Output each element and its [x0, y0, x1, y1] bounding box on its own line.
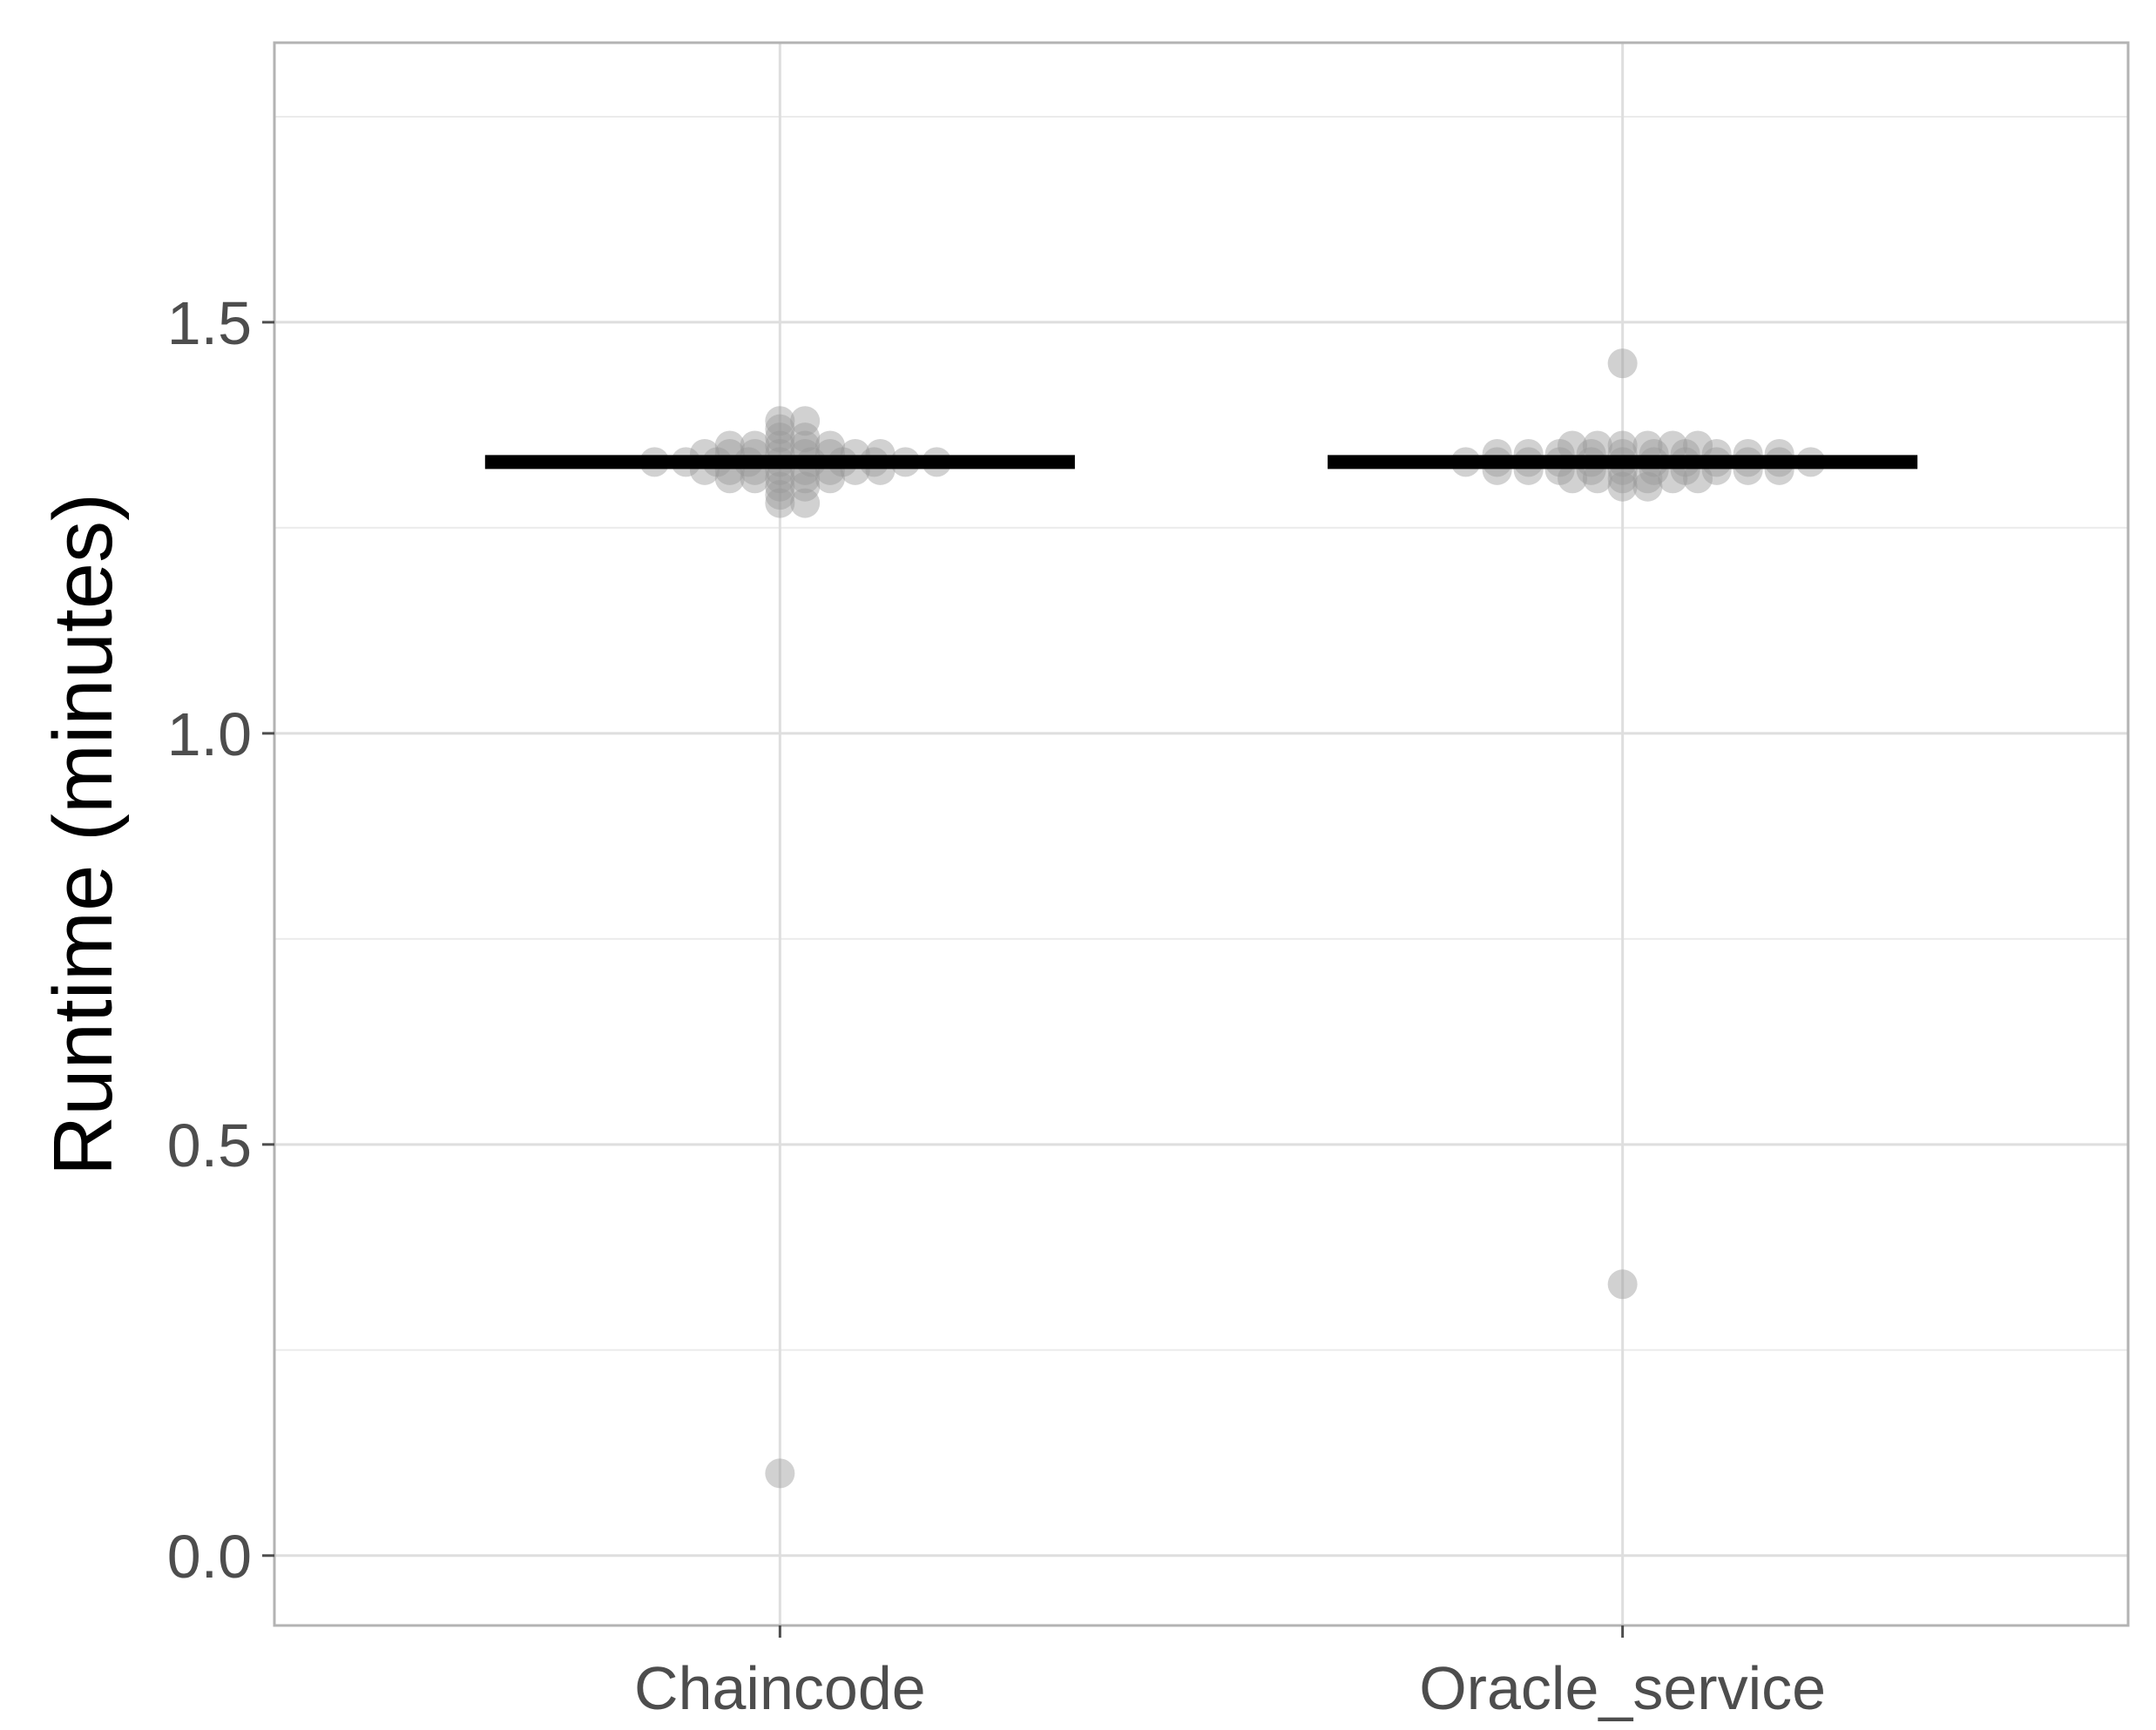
plot-panel-background [274, 43, 2128, 1625]
data-point [765, 488, 795, 518]
data-point [765, 471, 795, 502]
data-point [1607, 463, 1638, 494]
data-point [1607, 471, 1638, 502]
data-point [714, 463, 745, 494]
minor-gridlines [274, 115, 2128, 1351]
data-point [765, 430, 795, 461]
data-point [1582, 463, 1612, 494]
data-point [1582, 430, 1612, 461]
x-tick-label: Chaincode [634, 1654, 926, 1722]
data-point [1607, 348, 1638, 379]
data-point [714, 430, 745, 461]
plot-panel [273, 41, 2130, 1627]
data-point [765, 422, 795, 453]
data-point [1632, 463, 1663, 494]
data-point [765, 414, 795, 444]
data-point [765, 463, 795, 494]
data-point [790, 406, 821, 436]
data-point [790, 430, 821, 461]
data-point [814, 463, 845, 494]
major-gridlines [274, 43, 2128, 1625]
y-axis-ticks: 0.0 0.5 1.0 1.5 [167, 289, 274, 1591]
data-point [790, 422, 821, 453]
data-point [1683, 463, 1713, 494]
data-point [814, 430, 845, 461]
y-tick-label: 1.5 [167, 289, 252, 357]
plot-panel-border [273, 41, 2130, 1627]
x-tick-label: Oracle_service [1419, 1654, 1826, 1722]
data-point [1607, 1269, 1638, 1300]
y-tick-label: 0.0 [167, 1523, 252, 1591]
y-tick-label: 1.0 [167, 700, 252, 768]
data-point [1607, 430, 1638, 461]
data-point [790, 488, 821, 518]
data-point [740, 430, 770, 461]
data-point [740, 463, 770, 494]
data-point [765, 406, 795, 436]
data-point [765, 480, 795, 510]
data-point [790, 463, 821, 494]
data-point [790, 471, 821, 502]
data-point [1632, 471, 1663, 502]
data-point [1658, 463, 1688, 494]
y-axis-title: Runtime (minutes) [37, 493, 130, 1176]
y-tick-label: 0.5 [167, 1112, 252, 1179]
x-axis-ticks: Chaincode Oracle_service [634, 1625, 1826, 1722]
data-point [1658, 430, 1688, 461]
data-point [1632, 430, 1663, 461]
data-point [1683, 430, 1713, 461]
data-point [1558, 430, 1588, 461]
data-point [765, 1458, 795, 1489]
data-point [1558, 463, 1588, 494]
